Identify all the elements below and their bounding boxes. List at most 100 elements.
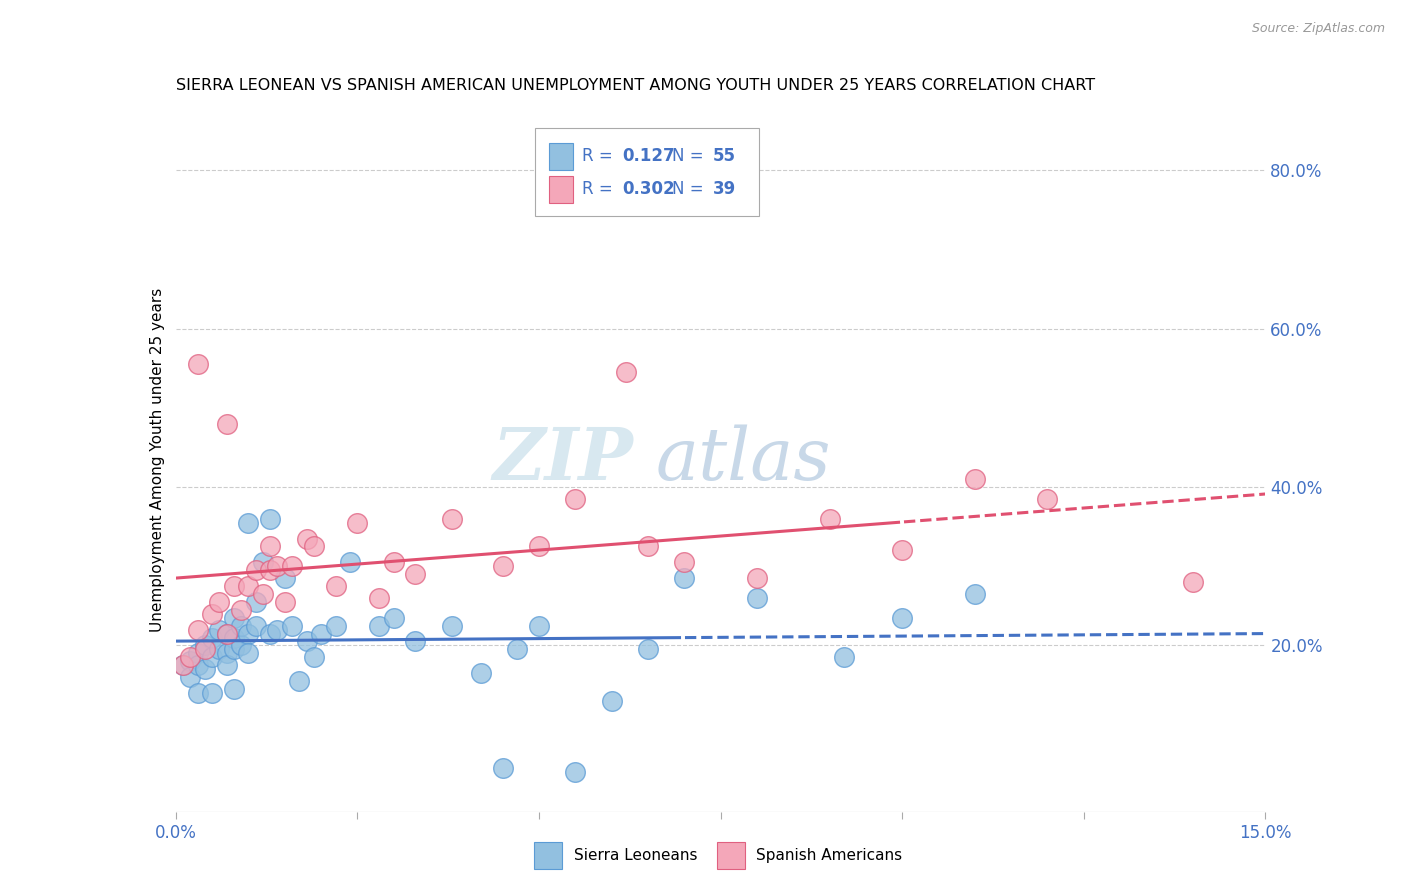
Point [564, 765, 586, 780]
Point [274, 595, 297, 609]
Point [832, 650, 855, 665]
Point [564, 491, 586, 506]
Text: 39: 39 [713, 180, 737, 199]
Point [222, 631, 245, 645]
Point [1036, 491, 1059, 506]
Point [186, 357, 209, 371]
Y-axis label: Unemployment Among Youth under 25 years: Unemployment Among Youth under 25 years [149, 287, 165, 632]
Point [295, 532, 318, 546]
Point [201, 650, 224, 665]
Point [637, 642, 659, 657]
Point [208, 623, 231, 637]
Point [309, 626, 332, 640]
Text: atlas: atlas [655, 424, 831, 495]
Point [673, 555, 696, 569]
Point [295, 634, 318, 648]
Point [600, 694, 623, 708]
Point [614, 365, 637, 379]
Point [186, 623, 209, 637]
Text: Sierra Leoneans: Sierra Leoneans [574, 848, 697, 863]
Point [266, 623, 288, 637]
Point [963, 472, 986, 486]
Point [201, 631, 224, 645]
Point [215, 658, 238, 673]
Point [346, 516, 368, 530]
Point [238, 579, 260, 593]
Point [222, 681, 245, 696]
Point [818, 512, 841, 526]
Point [259, 563, 281, 577]
Point [963, 587, 986, 601]
FancyBboxPatch shape [550, 176, 574, 202]
Point [302, 650, 325, 665]
Text: R =: R = [582, 180, 619, 199]
Point [745, 571, 768, 585]
Point [215, 417, 238, 431]
Point [245, 618, 267, 632]
Point [339, 555, 361, 569]
Point [288, 674, 311, 689]
Point [238, 626, 260, 640]
Point [266, 559, 288, 574]
Point [405, 634, 427, 648]
Point [238, 516, 260, 530]
Point [281, 618, 304, 632]
Point [637, 540, 659, 554]
Point [891, 611, 914, 625]
Point [527, 540, 550, 554]
Point [405, 567, 427, 582]
Point [194, 642, 217, 657]
Point [238, 646, 260, 660]
Point [302, 540, 325, 554]
Point [470, 666, 492, 681]
Point [186, 686, 209, 700]
Point [222, 642, 245, 657]
Point [368, 591, 391, 605]
Point [245, 563, 267, 577]
Point [172, 658, 194, 673]
Point [382, 555, 405, 569]
Point [231, 603, 253, 617]
Point [440, 512, 463, 526]
Point [194, 639, 217, 653]
Point [194, 662, 217, 676]
Point [215, 646, 238, 660]
Point [252, 587, 274, 601]
Point [274, 571, 297, 585]
Point [281, 559, 304, 574]
Point [368, 618, 391, 632]
Point [215, 626, 238, 640]
Point [745, 591, 768, 605]
FancyBboxPatch shape [536, 128, 759, 216]
Point [201, 686, 224, 700]
Point [506, 642, 529, 657]
Point [222, 611, 245, 625]
Point [179, 650, 201, 665]
Point [231, 618, 253, 632]
Point [382, 611, 405, 625]
Point [259, 626, 281, 640]
Text: 0.127: 0.127 [623, 147, 675, 165]
Text: ZIP: ZIP [492, 424, 633, 495]
Text: R =: R = [582, 147, 619, 165]
Text: N =: N = [672, 180, 709, 199]
FancyBboxPatch shape [550, 143, 574, 169]
Point [215, 626, 238, 640]
Text: Spanish Americans: Spanish Americans [756, 848, 903, 863]
Point [325, 579, 347, 593]
Point [231, 639, 253, 653]
Point [179, 670, 201, 684]
Point [259, 512, 281, 526]
Point [201, 607, 224, 621]
Point [527, 618, 550, 632]
Point [172, 658, 194, 673]
Text: SIERRA LEONEAN VS SPANISH AMERICAN UNEMPLOYMENT AMONG YOUTH UNDER 25 YEARS CORRE: SIERRA LEONEAN VS SPANISH AMERICAN UNEMP… [176, 78, 1095, 94]
Text: N =: N = [672, 147, 709, 165]
Point [252, 555, 274, 569]
Point [492, 559, 515, 574]
Point [1181, 575, 1204, 590]
Point [245, 595, 267, 609]
Text: 0.302: 0.302 [623, 180, 675, 199]
Point [891, 543, 914, 558]
Point [186, 658, 209, 673]
